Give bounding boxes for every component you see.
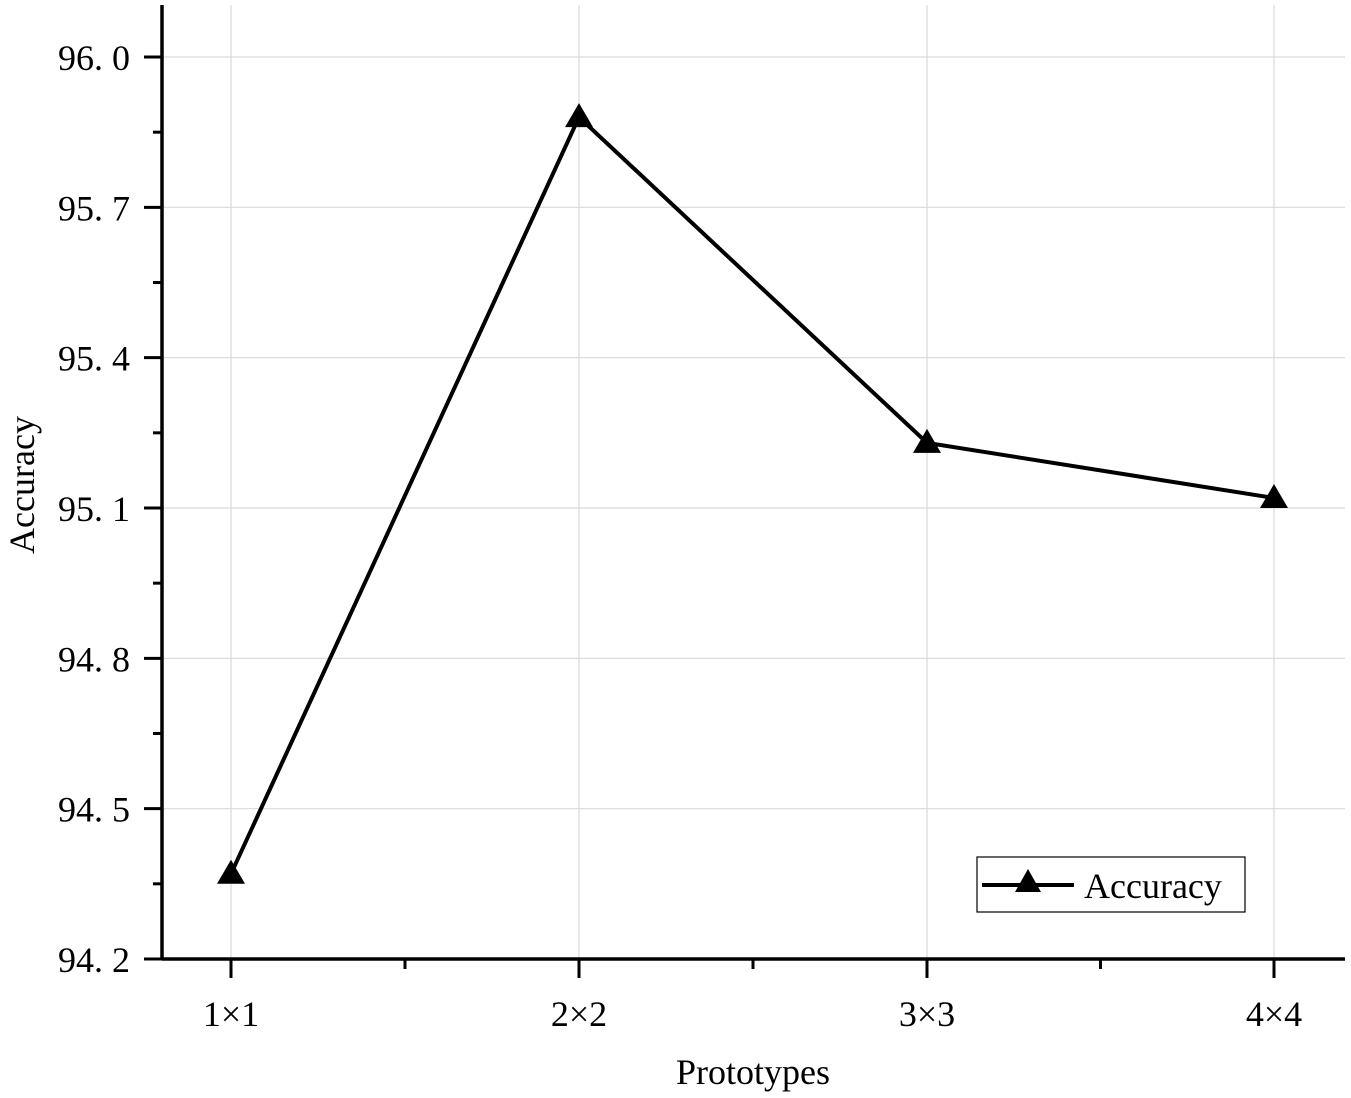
- y-tick-label: 95. 4: [58, 339, 130, 379]
- triangle-marker-icon: [217, 859, 245, 884]
- x-axis-title: Prototypes: [676, 1052, 830, 1092]
- triangle-marker-icon: [1260, 483, 1288, 508]
- legend: Accuracy: [976, 856, 1246, 913]
- y-tick-label: 96. 0: [58, 38, 130, 78]
- x-tick-label: 2×2: [551, 994, 607, 1034]
- y-tick-label: 95. 7: [58, 188, 130, 228]
- triangle-marker-icon: [913, 428, 941, 453]
- y-axis-title: Accuracy: [2, 416, 42, 554]
- x-tick-label: 4×4: [1246, 994, 1302, 1034]
- triangle-marker-icon: [565, 103, 593, 128]
- y-tick-label: 94. 2: [58, 940, 130, 980]
- y-axis-ticks: 94. 2 94. 5 94. 8 95. 1 95. 4 95. 7 96. 0: [58, 38, 162, 980]
- legend-label: Accuracy: [1084, 866, 1222, 906]
- x-tick-label: 1×1: [203, 994, 259, 1034]
- triangle-marker-icon: [1015, 869, 1041, 892]
- series-accuracy: [217, 103, 1288, 884]
- accuracy-line: [229, 113, 1275, 875]
- grid-lines: [162, 5, 1345, 959]
- x-tick-label: 3×3: [899, 994, 955, 1034]
- y-tick-label: 94. 5: [58, 790, 130, 830]
- y-tick-label: 94. 8: [58, 639, 130, 679]
- x-axis-ticks: 1×1 2×2 3×3 4×4: [203, 959, 1302, 1034]
- y-tick-label: 95. 1: [58, 489, 130, 529]
